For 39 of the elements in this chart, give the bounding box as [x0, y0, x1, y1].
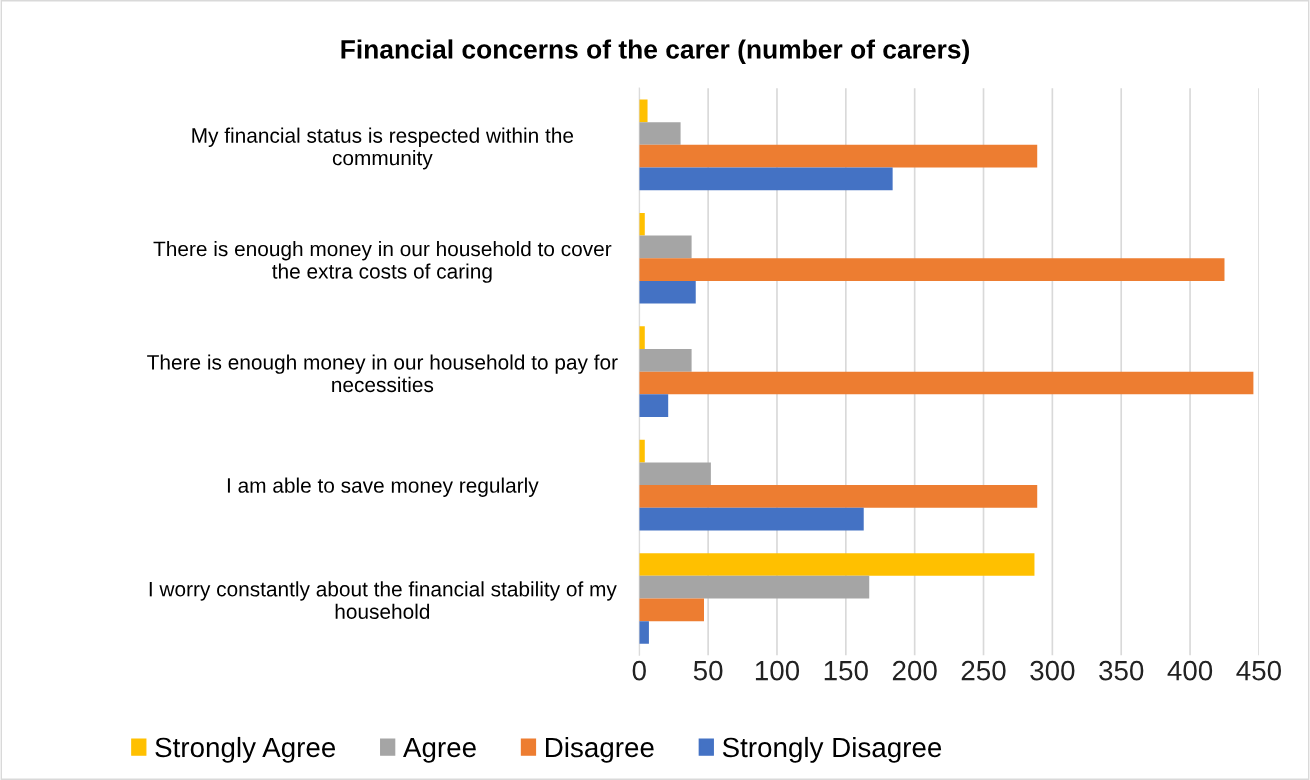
x-tick-label: 250: [961, 660, 1006, 681]
bar: [639, 280, 696, 304]
y-tick-label: There is enough money in our household to pay for necessities: [147, 354, 618, 393]
bar: [639, 258, 1225, 281]
y-tick-label: My financial status is respected within the community: [192, 127, 574, 170]
bar: [639, 235, 692, 259]
y-tick-label: I worry constantly about the financial stability of my household: [149, 581, 617, 619]
x-tick-label: 200: [892, 660, 937, 681]
y-tick-label: There is enough money in our household to cover the extra costs of caring: [153, 241, 612, 283]
legend-label: Strongly Disagree: [722, 736, 942, 763]
bar: [639, 394, 669, 418]
bar: [639, 598, 704, 622]
bar: [639, 621, 649, 644]
chart-title: Financial concerns of the carer (number of carers): [341, 39, 969, 64]
x-tick-label: 400: [1167, 660, 1213, 681]
bar: [639, 212, 645, 236]
legend-label: Strongly Agree: [155, 736, 336, 763]
x-tick-label: 300: [1030, 660, 1075, 681]
bar: [639, 99, 648, 123]
bar: [639, 348, 692, 372]
bar: [639, 507, 864, 531]
bar: [639, 167, 893, 191]
bar: [639, 575, 870, 599]
legend-label: Disagree: [546, 736, 654, 763]
bar: [639, 462, 711, 486]
bar: [639, 326, 645, 349]
x-tick-label: 50: [693, 660, 723, 681]
x-tick-label: 350: [1099, 660, 1144, 681]
bar: [639, 144, 1038, 168]
x-tick-label: 450: [1236, 660, 1281, 681]
bar: [639, 553, 1035, 576]
bar: [639, 371, 1254, 395]
y-tick-label: I am able to save money regularly: [227, 477, 539, 497]
x-tick-label: 100: [755, 660, 800, 681]
x-tick-label: 150: [824, 660, 868, 681]
bar: [639, 485, 1038, 508]
bar: [639, 122, 681, 145]
x-tick-label: 0: [632, 660, 646, 681]
legend-label: Agree: [403, 737, 476, 763]
